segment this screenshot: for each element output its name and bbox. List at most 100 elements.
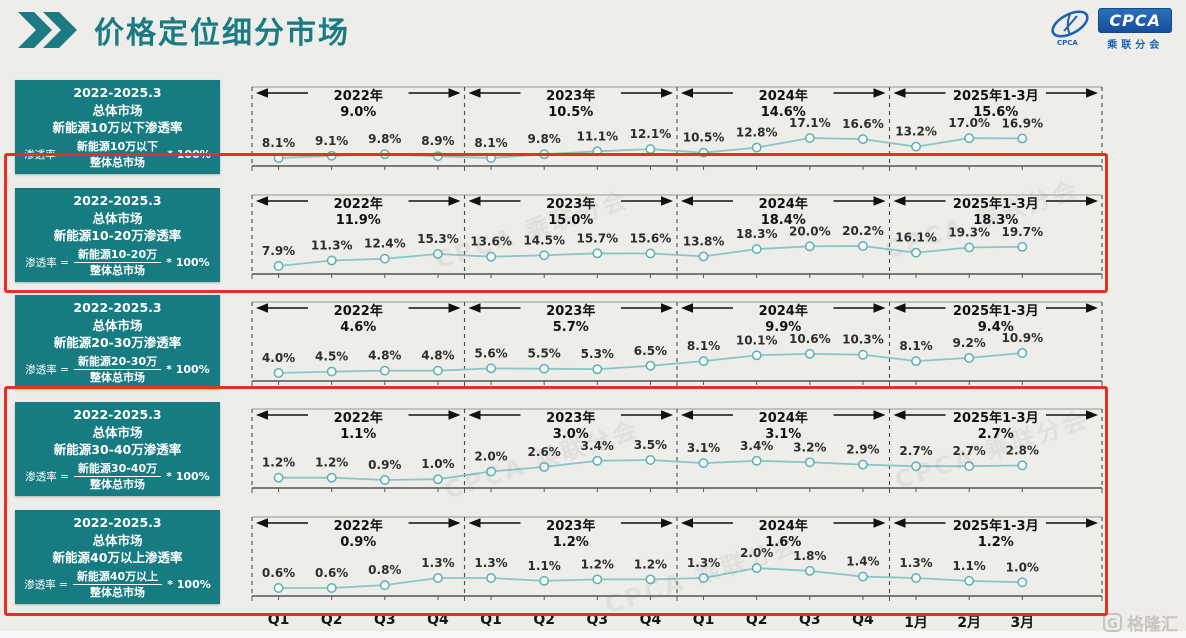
left-arrowhead-icon — [893, 518, 906, 528]
value-label: 9.2% — [953, 336, 986, 350]
value-label: 15.6% — [630, 231, 672, 245]
period-average-label: 11.9% — [336, 213, 381, 228]
right-arrowhead-icon — [448, 88, 461, 98]
left-arrowhead-icon — [681, 303, 693, 313]
period-average-label: 15.6% — [973, 105, 1018, 120]
price-segment-row-4: 2022-2025.3 总体市场 新能源30-40万渗透率 渗透率 = 新能源30-40… — [0, 402, 1186, 496]
data-point-marker — [486, 153, 497, 163]
data-point-marker — [592, 455, 603, 466]
period-year-label: 2023年 — [546, 303, 595, 319]
double-chevron-icon — [18, 12, 77, 48]
value-label: 12.4% — [364, 237, 406, 251]
data-point-marker — [804, 565, 815, 576]
data-point-marker — [964, 133, 975, 144]
left-arrowhead-icon — [256, 410, 268, 420]
value-label: 16.1% — [895, 231, 937, 245]
penetration-formula: 渗透率 = 新能源10-20万 整体总市场 * 100% — [25, 247, 210, 278]
right-arrowhead-icon — [661, 196, 673, 206]
value-label: 4.8% — [368, 349, 401, 363]
value-label: 10.9% — [1001, 331, 1043, 345]
x-axis-label: Q4 — [852, 612, 874, 628]
data-point-marker — [539, 149, 550, 160]
value-label: 16.9% — [1001, 116, 1043, 130]
value-label: 4.8% — [421, 349, 454, 363]
data-point-marker — [539, 250, 550, 261]
left-arrowhead-icon — [468, 303, 481, 313]
x-axis-label: Q4 — [639, 612, 662, 628]
right-arrowhead-icon — [873, 88, 886, 98]
value-label: 15.3% — [417, 232, 459, 246]
segment-title: 2022-2025.3 总体市场 新能源10万以下渗透率 — [52, 85, 183, 135]
value-label: 1.2% — [581, 557, 614, 571]
value-label: 1.1% — [953, 559, 986, 573]
value-label: 3.4% — [740, 439, 773, 453]
period-year-label: 2022年 — [334, 303, 383, 319]
value-label: 10.3% — [842, 333, 884, 347]
data-point-marker — [273, 583, 284, 593]
right-arrowhead-icon — [1086, 410, 1098, 420]
value-label: 11.3% — [311, 238, 353, 252]
right-arrowhead-icon — [661, 303, 673, 313]
segment-chart: 2022年11.9%2023年15.0%2024年18.4%2025年1-3月1… — [251, 194, 1103, 279]
data-point-marker — [857, 134, 868, 145]
right-arrowhead-icon — [873, 196, 886, 206]
value-label: 15.7% — [576, 231, 618, 245]
gelonghui-label: 格隆汇 — [1127, 615, 1178, 635]
data-point-marker — [911, 573, 922, 583]
value-label: 4.0% — [262, 351, 295, 365]
data-point-marker — [432, 151, 443, 162]
data-point-marker — [326, 583, 337, 593]
value-label: 2.0% — [474, 450, 507, 464]
right-arrowhead-icon — [448, 518, 461, 528]
period-average-label: 5.7% — [553, 320, 589, 335]
value-label: 5.3% — [581, 347, 614, 361]
right-arrowhead-icon — [1086, 518, 1098, 528]
penetration-formula: 渗透率 = 新能源20-30万 整体总市场 * 100% — [25, 354, 210, 385]
right-arrowhead-icon — [448, 303, 461, 313]
data-point-marker — [273, 368, 284, 378]
value-label: 13.8% — [683, 234, 725, 248]
segment-chart: 2022年9.0%2023年10.5%2024年14.6%2025年1-3月15… — [251, 86, 1103, 171]
x-axis-label: 2月 — [957, 615, 982, 631]
data-point-marker — [857, 571, 868, 582]
period-average-label: 18.3% — [973, 213, 1018, 228]
data-point-marker — [592, 364, 603, 375]
value-label: 18.3% — [736, 227, 778, 241]
data-point-marker — [326, 150, 337, 161]
data-point-marker — [751, 350, 762, 361]
period-year-label: 2023年 — [546, 88, 595, 104]
x-axis-label: Q3 — [373, 612, 396, 628]
data-point-marker — [645, 248, 656, 259]
x-axis-label: Q4 — [427, 612, 449, 628]
data-point-marker — [645, 360, 656, 371]
period-year-label: 2025年1-3月 — [953, 88, 1039, 104]
left-arrowhead-icon — [893, 88, 906, 98]
right-arrowhead-icon — [873, 410, 886, 420]
x-axis-label: Q2 — [745, 612, 768, 628]
data-point-marker — [379, 365, 390, 376]
left-arrowhead-icon — [893, 410, 906, 420]
left-arrowhead-icon — [681, 518, 693, 528]
period-average-label: 9.0% — [340, 105, 376, 120]
value-label: 10.5% — [683, 131, 725, 145]
x-axis-label: Q2 — [533, 612, 556, 628]
left-arrowhead-icon — [681, 196, 693, 206]
data-point-marker — [273, 261, 284, 271]
right-arrowhead-icon — [873, 303, 886, 313]
right-arrowhead-icon — [1086, 196, 1098, 206]
value-label: 13.6% — [470, 235, 512, 249]
value-label: 11.1% — [576, 129, 618, 143]
period-year-label: 2023年 — [546, 410, 595, 426]
period-average-label: 1.2% — [978, 535, 1014, 550]
data-point-marker — [698, 147, 709, 158]
data-point-marker — [486, 251, 497, 262]
data-point-marker — [645, 144, 656, 155]
cpca-logo-text: CPCA 乘联分会 — [1098, 8, 1172, 51]
value-label: 8.1% — [262, 136, 295, 150]
data-point-marker — [857, 241, 868, 251]
data-point-marker — [698, 356, 709, 367]
segment-title: 2022-2025.3 总体市场 新能源10-20万渗透率 — [53, 193, 182, 243]
price-segment-row-1: 2022-2025.3 总体市场 新能源10万以下渗透率 渗透率 = 新能源10万以下整… — [0, 80, 1186, 174]
left-arrowhead-icon — [256, 196, 268, 206]
data-point-marker — [379, 253, 390, 264]
